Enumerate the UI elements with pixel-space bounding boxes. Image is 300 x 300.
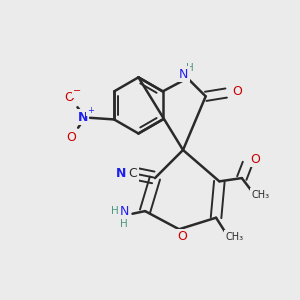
Text: O: O [67,131,76,144]
Text: H: H [186,63,194,73]
Text: H: H [120,219,128,229]
Text: O: O [232,85,242,98]
Text: C: C [128,167,137,180]
Text: N: N [116,167,127,180]
Text: H: H [111,206,119,216]
Text: +: + [88,106,94,115]
Text: N: N [179,68,188,81]
Text: O: O [177,230,187,243]
Text: N: N [78,111,88,124]
Text: N: N [120,205,129,218]
Text: O: O [250,153,260,166]
Text: −: − [74,86,82,96]
Text: CH₃: CH₃ [226,232,244,242]
Text: CH₃: CH₃ [252,190,270,200]
Text: O: O [64,92,74,104]
